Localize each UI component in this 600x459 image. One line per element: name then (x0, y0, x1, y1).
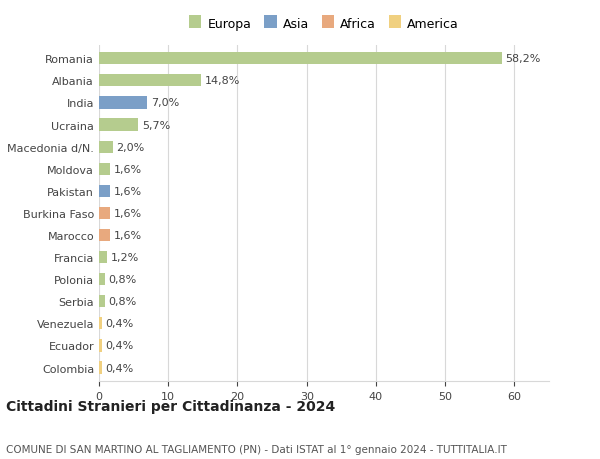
Legend: Europa, Asia, Africa, America: Europa, Asia, Africa, America (187, 15, 461, 33)
Bar (99, 75, 202, 87)
Bar (99, 97, 148, 109)
Bar (99, 163, 110, 175)
Text: 1,6%: 1,6% (113, 208, 142, 218)
Text: 14,8%: 14,8% (205, 76, 240, 86)
Text: 2,0%: 2,0% (116, 142, 145, 152)
Text: Cittadini Stranieri per Cittadinanza - 2024: Cittadini Stranieri per Cittadinanza - 2… (6, 399, 335, 413)
Text: 0,8%: 0,8% (108, 274, 136, 285)
Text: 1,6%: 1,6% (113, 164, 142, 174)
Bar (99, 362, 102, 374)
Bar (99, 274, 104, 285)
Bar (99, 119, 139, 131)
Text: 0,4%: 0,4% (105, 319, 133, 329)
Text: 7,0%: 7,0% (151, 98, 179, 108)
Text: 0,4%: 0,4% (105, 363, 133, 373)
Bar (99, 252, 107, 263)
Text: 1,2%: 1,2% (111, 252, 139, 263)
Bar (99, 53, 502, 65)
Bar (99, 340, 102, 352)
Text: 58,2%: 58,2% (505, 54, 541, 64)
Text: 5,7%: 5,7% (142, 120, 170, 130)
Bar (99, 185, 110, 197)
Text: 0,4%: 0,4% (105, 341, 133, 351)
Bar (99, 296, 104, 308)
Bar (99, 230, 110, 241)
Text: COMUNE DI SAN MARTINO AL TAGLIAMENTO (PN) - Dati ISTAT al 1° gennaio 2024 - TUTT: COMUNE DI SAN MARTINO AL TAGLIAMENTO (PN… (6, 444, 507, 454)
Text: 0,8%: 0,8% (108, 297, 136, 307)
Bar (99, 318, 102, 330)
Text: 1,6%: 1,6% (113, 186, 142, 196)
Bar (99, 207, 110, 219)
Text: 1,6%: 1,6% (113, 230, 142, 241)
Bar (99, 141, 113, 153)
